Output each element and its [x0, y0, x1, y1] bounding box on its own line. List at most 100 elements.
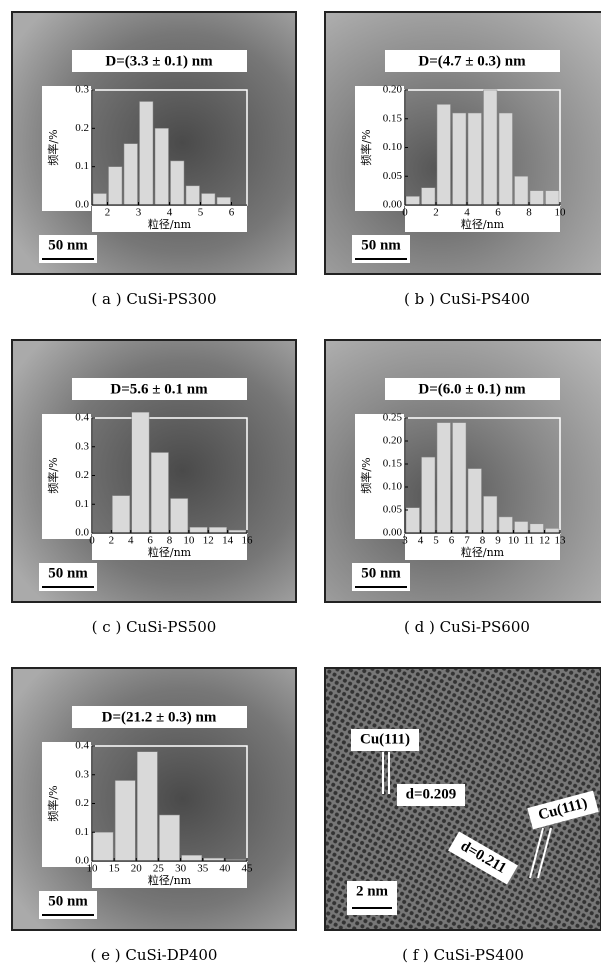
- x-tick-label: 25: [153, 863, 165, 875]
- x-tick-label: 16: [242, 535, 254, 547]
- bar: [515, 522, 529, 534]
- y-tick-label: 0.2: [75, 469, 89, 481]
- y-tick-label: 0.1: [75, 160, 89, 172]
- x-tick-label: 6: [449, 535, 455, 547]
- scale-bar-label: 2 nm: [356, 883, 389, 899]
- y-axis-title: 频率/%: [46, 457, 60, 493]
- y-tick-label: 0.20: [383, 84, 403, 96]
- x-tick-label: 10: [508, 535, 520, 547]
- x-tick-label: 2: [109, 535, 115, 547]
- bar: [209, 527, 226, 533]
- annotation: D=(3.3 ± 0.1) nm: [105, 53, 213, 69]
- y-axis-title: 频率/%: [46, 129, 60, 165]
- bar: [151, 453, 168, 534]
- scale-bar-label: 50 nm: [48, 893, 88, 909]
- scale-bar-label: 50 nm: [48, 565, 88, 581]
- bar: [499, 517, 513, 533]
- y-tick-label: 0.00: [383, 199, 403, 211]
- x-tick-label: 4: [167, 207, 173, 219]
- y-tick-label: 0.15: [383, 458, 403, 470]
- y-tick-label: 0.05: [383, 504, 403, 516]
- bar: [159, 815, 179, 861]
- y-tick-label: 0.20: [383, 435, 403, 447]
- x-tick-label: 3: [402, 535, 408, 547]
- x-tick-label: 13: [555, 535, 567, 547]
- x-tick-label: 5: [198, 207, 204, 219]
- hrtem-label: d=0.209: [406, 786, 457, 802]
- x-tick-label: 2: [433, 207, 439, 219]
- x-axis-title: 粒径/nm: [461, 217, 505, 231]
- y-tick-label: 0.05: [383, 170, 403, 182]
- x-tick-label: 12: [539, 535, 550, 547]
- y-tick-label: 0.3: [75, 768, 89, 780]
- bar: [499, 113, 513, 205]
- x-tick-label: 20: [131, 863, 143, 875]
- x-tick-label: 35: [197, 863, 209, 875]
- x-tick-label: 40: [219, 863, 231, 875]
- annotation: D=5.6 ± 0.1 nm: [110, 381, 208, 397]
- caption: ( c ) CuSi-PS500: [92, 618, 217, 636]
- caption: ( e ) CuSi-DP400: [91, 946, 218, 964]
- x-axis-title: 粒径/nm: [148, 545, 192, 559]
- y-tick-label: 0.4: [75, 412, 89, 424]
- scale-bar-label: 50 nm: [361, 237, 401, 253]
- bar: [93, 832, 113, 861]
- x-tick-label: 4: [418, 535, 424, 547]
- bar: [530, 524, 544, 533]
- y-tick-label: 0.00: [383, 527, 403, 539]
- bar: [406, 196, 420, 205]
- x-tick-label: 10: [555, 207, 567, 219]
- x-tick-label: 3: [136, 207, 142, 219]
- x-tick-label: 15: [109, 863, 121, 875]
- x-tick-label: 6: [147, 535, 153, 547]
- caption: ( b ) CuSi-PS400: [404, 290, 530, 308]
- bar: [186, 186, 200, 205]
- x-tick-label: 8: [526, 207, 532, 219]
- y-tick-label: 0.25: [383, 412, 403, 424]
- x-tick-label: 14: [222, 535, 234, 547]
- bar: [190, 527, 207, 533]
- x-tick-label: 4: [128, 535, 134, 547]
- bar: [182, 855, 202, 861]
- bar: [109, 167, 123, 205]
- bar: [115, 781, 135, 862]
- bar: [112, 496, 129, 533]
- y-tick-label: 0.3: [75, 440, 89, 452]
- y-tick-label: 0.1: [75, 498, 89, 510]
- y-tick-label: 0.10: [383, 141, 403, 153]
- x-tick-label: 12: [203, 535, 214, 547]
- bar: [484, 496, 498, 533]
- annotation: D=(21.2 ± 0.3) nm: [102, 709, 217, 725]
- page: D=(3.3 ± 0.1) nm234560.00.10.20.3粒径/nm频率…: [0, 0, 601, 967]
- bar: [93, 194, 107, 206]
- y-tick-label: 0.2: [75, 797, 89, 809]
- x-tick-label: 2: [105, 207, 111, 219]
- y-tick-label: 0.4: [75, 740, 89, 752]
- caption: ( d ) CuSi-PS600: [404, 618, 530, 636]
- bar: [124, 144, 138, 205]
- bar: [468, 113, 482, 205]
- x-tick-label: 4: [464, 207, 470, 219]
- scale-bar-label: 50 nm: [361, 565, 401, 581]
- bar: [437, 104, 451, 205]
- y-tick-label: 0.2: [75, 122, 89, 134]
- annotation: D=(4.7 ± 0.3) nm: [418, 53, 526, 69]
- x-tick-label: 45: [242, 863, 254, 875]
- bar: [453, 423, 467, 533]
- bar: [137, 752, 157, 861]
- bar: [140, 102, 154, 206]
- y-axis-title: 频率/%: [46, 785, 60, 821]
- scale-bar-label: 50 nm: [48, 237, 88, 253]
- y-tick-label: 0.3: [75, 84, 89, 96]
- figure: D=(3.3 ± 0.1) nm234560.00.10.20.3粒径/nm频率…: [0, 0, 601, 967]
- x-tick-label: 6: [495, 207, 501, 219]
- x-tick-label: 10: [183, 535, 195, 547]
- bar: [171, 499, 188, 534]
- y-tick-label: 0.0: [75, 855, 89, 867]
- bar: [453, 113, 467, 205]
- x-tick-label: 5: [433, 535, 439, 547]
- y-axis-title: 频率/%: [359, 457, 373, 493]
- x-tick-label: 11: [524, 535, 535, 547]
- x-axis-title: 粒径/nm: [148, 217, 192, 231]
- annotation: D=(6.0 ± 0.1) nm: [418, 381, 526, 397]
